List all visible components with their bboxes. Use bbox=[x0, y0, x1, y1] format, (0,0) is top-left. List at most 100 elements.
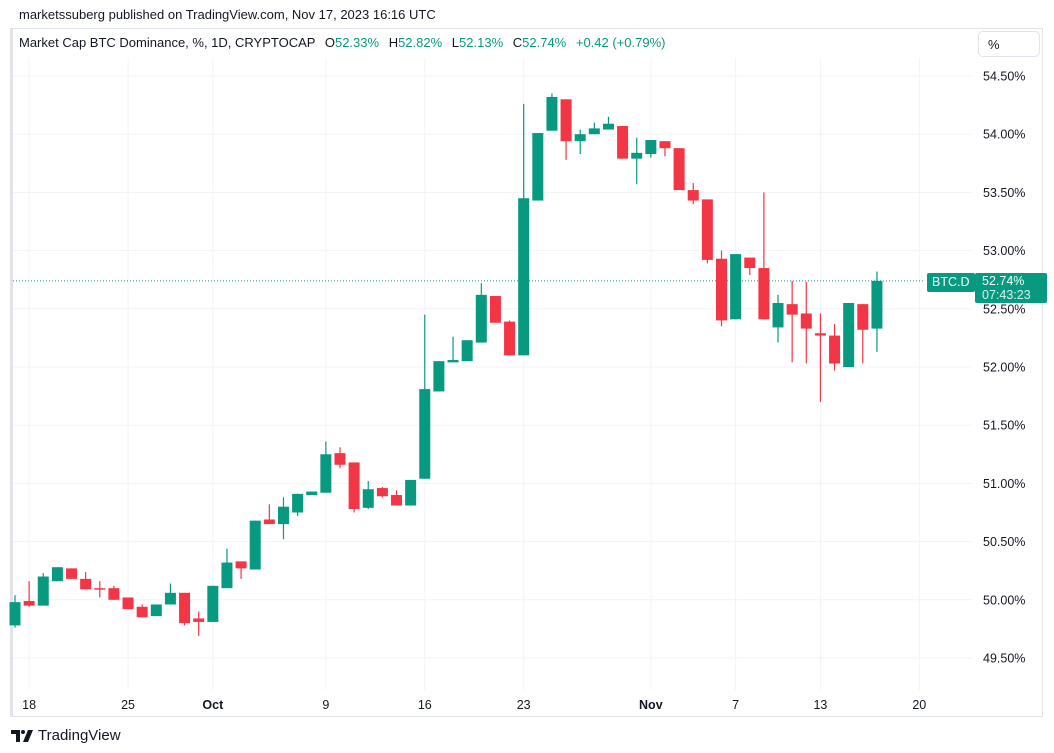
grid-lines bbox=[13, 58, 972, 690]
candle[interactable] bbox=[292, 493, 304, 516]
candle[interactable] bbox=[701, 199, 713, 264]
candle[interactable] bbox=[179, 592, 191, 626]
price-axis: 54.50% 54.00% 53.50% 53.00% 52.50% 52.00% 51.5… bbox=[983, 70, 1025, 666]
candle[interactable] bbox=[588, 122, 600, 135]
candle-body bbox=[574, 134, 586, 142]
candle[interactable] bbox=[631, 137, 643, 185]
candle[interactable] bbox=[362, 481, 374, 510]
candle[interactable] bbox=[94, 581, 106, 598]
brand-name: TradingView bbox=[38, 727, 121, 744]
candle[interactable] bbox=[786, 280, 798, 363]
candle[interactable] bbox=[249, 520, 261, 570]
candle-body bbox=[546, 96, 558, 131]
x-tick-label: 23 bbox=[517, 698, 531, 712]
candle[interactable] bbox=[772, 294, 784, 343]
candle-body bbox=[292, 493, 304, 513]
candle[interactable] bbox=[405, 479, 417, 506]
candle[interactable] bbox=[843, 302, 855, 367]
candle[interactable] bbox=[391, 490, 403, 506]
candle-body bbox=[391, 495, 403, 506]
y-tick-label: 54.00% bbox=[983, 128, 1025, 142]
series-legend: Market Cap BTC Dominance, %, 1D, CRYPTOC… bbox=[19, 35, 665, 50]
candle[interactable] bbox=[489, 295, 501, 323]
candle[interactable] bbox=[447, 336, 459, 363]
candle[interactable] bbox=[193, 611, 205, 636]
symbol-price-tag: BTC.D bbox=[927, 273, 975, 292]
candle-body bbox=[532, 133, 544, 201]
candle-body bbox=[701, 199, 713, 260]
candle[interactable] bbox=[829, 323, 841, 371]
candle[interactable] bbox=[221, 548, 233, 589]
tradingview-logo[interactable]: TradingView bbox=[11, 727, 121, 744]
candle[interactable] bbox=[673, 148, 685, 191]
last-price-label: 52.74% 07:43:23 bbox=[975, 273, 1047, 303]
candle[interactable] bbox=[348, 462, 360, 513]
candle[interactable] bbox=[744, 257, 756, 276]
candle-body bbox=[871, 280, 883, 329]
candle[interactable] bbox=[758, 192, 770, 320]
candle[interactable] bbox=[320, 441, 332, 493]
candle[interactable] bbox=[334, 447, 346, 469]
x-tick-label: 7 bbox=[732, 698, 739, 712]
candle-body bbox=[263, 519, 275, 525]
candle-body bbox=[179, 592, 191, 624]
candle-body bbox=[249, 520, 261, 570]
scale-mode-button[interactable]: % bbox=[978, 31, 1040, 57]
candle[interactable] bbox=[461, 340, 473, 362]
candle[interactable] bbox=[814, 313, 826, 402]
candle-body bbox=[518, 198, 530, 356]
candle-body bbox=[800, 313, 812, 329]
candle[interactable] bbox=[800, 282, 812, 364]
legend-low-label: L bbox=[451, 35, 460, 50]
candle[interactable] bbox=[560, 99, 572, 160]
legend-close-label: C bbox=[512, 35, 523, 50]
candle[interactable] bbox=[546, 93, 558, 131]
candle[interactable] bbox=[645, 140, 657, 158]
candle[interactable] bbox=[23, 581, 35, 607]
candle[interactable] bbox=[376, 486, 388, 498]
candle[interactable] bbox=[136, 604, 148, 618]
candle[interactable] bbox=[857, 304, 869, 364]
candle[interactable] bbox=[574, 129, 586, 154]
x-tick-label: 16 bbox=[418, 698, 432, 712]
candle-body bbox=[405, 479, 417, 506]
x-tick-label: 25 bbox=[121, 698, 135, 712]
candle[interactable] bbox=[602, 116, 614, 130]
candle[interactable] bbox=[207, 585, 219, 622]
candle[interactable] bbox=[871, 271, 883, 352]
candle-body bbox=[560, 99, 572, 142]
candle[interactable] bbox=[687, 183, 699, 205]
candle[interactable] bbox=[51, 567, 63, 582]
candle[interactable] bbox=[504, 320, 516, 356]
candle[interactable] bbox=[108, 585, 120, 600]
candle[interactable] bbox=[659, 141, 671, 157]
x-tick-label: 18 bbox=[22, 698, 36, 712]
legend-high: 52.82% bbox=[398, 35, 443, 50]
candle[interactable] bbox=[37, 573, 49, 606]
candle[interactable] bbox=[475, 283, 487, 343]
publisher-caption: marketssuberg published on TradingView.c… bbox=[19, 7, 436, 22]
candle[interactable] bbox=[617, 126, 629, 159]
legend-open: 52.33% bbox=[334, 35, 380, 50]
candle[interactable] bbox=[518, 103, 530, 356]
candle[interactable] bbox=[419, 314, 431, 479]
candle[interactable] bbox=[277, 497, 289, 540]
candle[interactable] bbox=[532, 133, 544, 201]
candle[interactable] bbox=[306, 491, 318, 496]
candle[interactable] bbox=[730, 254, 742, 320]
candle[interactable] bbox=[122, 597, 134, 610]
candle[interactable] bbox=[164, 583, 176, 605]
candle[interactable] bbox=[9, 595, 21, 628]
candle[interactable] bbox=[80, 571, 92, 590]
y-tick-label: 53.50% bbox=[983, 186, 1025, 200]
candle[interactable] bbox=[716, 250, 727, 327]
candle[interactable] bbox=[150, 604, 162, 617]
candle[interactable] bbox=[235, 561, 247, 579]
candle[interactable] bbox=[433, 361, 445, 392]
candle[interactable] bbox=[66, 568, 78, 579]
candle-body bbox=[37, 576, 49, 606]
candle[interactable] bbox=[263, 504, 275, 525]
candle-body bbox=[207, 585, 219, 622]
candles bbox=[9, 93, 883, 636]
